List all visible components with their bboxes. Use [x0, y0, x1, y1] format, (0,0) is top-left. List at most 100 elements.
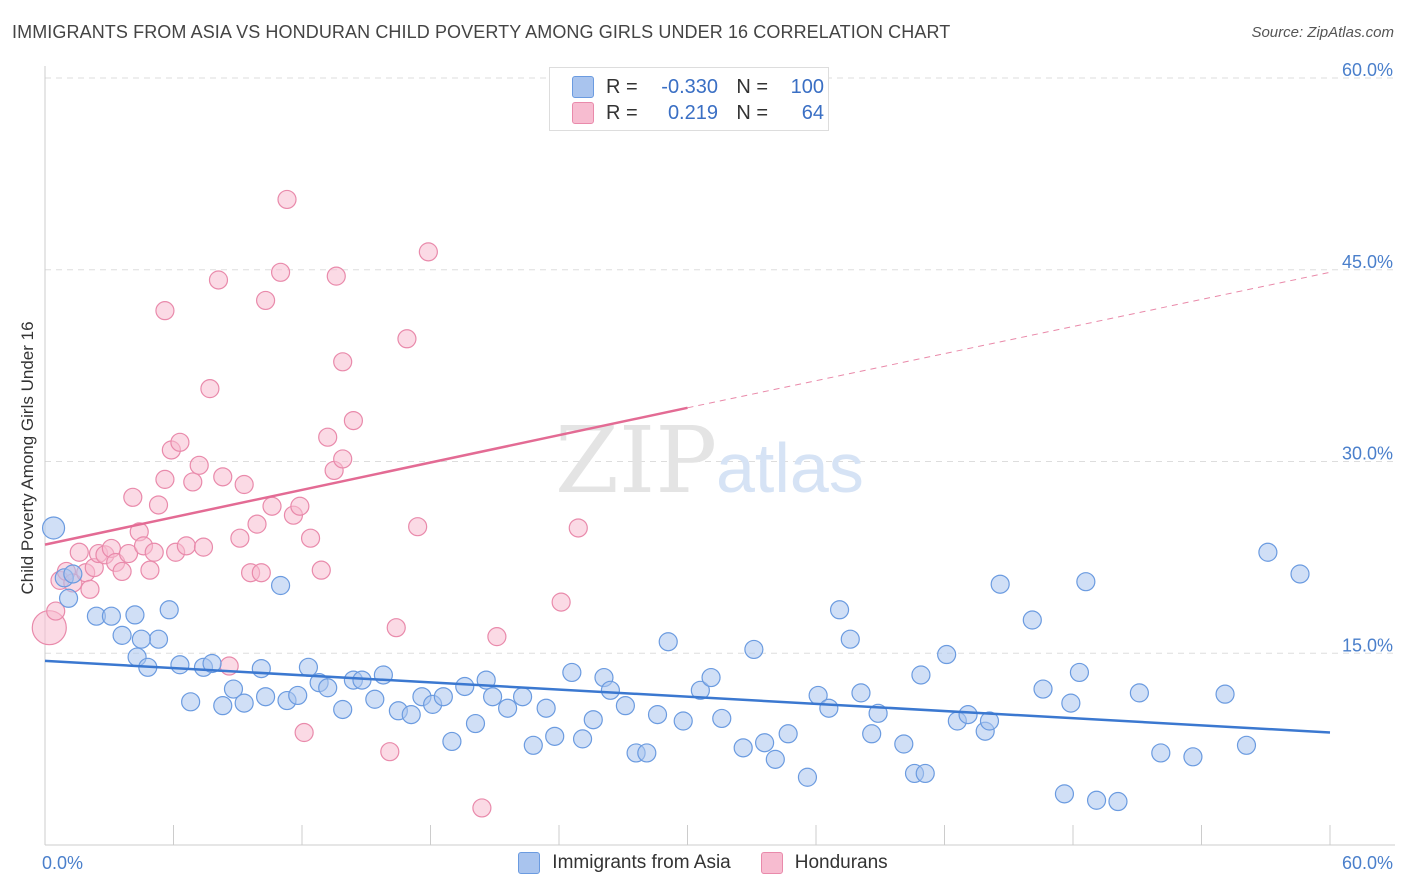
data-point-asia: [1069, 662, 1090, 683]
data-point-asia: [572, 729, 593, 749]
legend-r-value: -0.330: [661, 75, 718, 98]
data-point-asia: [765, 749, 785, 769]
legend-swatch-hondurans: [572, 102, 594, 124]
data-point-asia: [1086, 790, 1107, 810]
y-tick-label: 60.0%: [1342, 60, 1393, 80]
legend-n-value: 100: [790, 75, 824, 98]
data-point-asia: [1129, 683, 1149, 703]
legend-label-asia: Immigrants from Asia: [552, 852, 731, 873]
data-point-asia: [433, 687, 453, 707]
data-point-hondurans: [290, 496, 310, 516]
data-point-asia: [58, 588, 79, 608]
data-point-hondurans: [487, 627, 507, 647]
data-point-asia: [223, 679, 244, 699]
data-point-hondurans: [148, 495, 169, 515]
legend-swatch-asia: [572, 76, 594, 98]
data-point-asia: [1290, 564, 1310, 584]
data-point-asia: [583, 710, 603, 730]
y-tick-label: 15.0%: [1342, 635, 1393, 655]
grid-lines: [45, 77, 1395, 654]
data-point-hondurans: [251, 563, 271, 583]
data-point-hondurans: [140, 560, 160, 580]
data-point-asia: [251, 658, 271, 679]
data-point-hondurans: [326, 266, 346, 286]
x-tick-label: 60.0%: [1342, 853, 1393, 873]
y-tick-label: 45.0%: [1342, 252, 1393, 272]
series-legend: Immigrants from Asia Hondurans: [0, 852, 1406, 874]
data-point-asia: [615, 696, 635, 716]
data-point-hondurans: [123, 487, 143, 507]
data-point-hondurans: [397, 329, 417, 349]
data-point-asia: [862, 724, 882, 744]
data-point-hondurans: [155, 301, 175, 321]
data-point-asia: [658, 632, 678, 652]
data-point-asia: [442, 731, 462, 752]
data-point-asia: [318, 678, 338, 698]
data-point-hondurans: [213, 467, 233, 487]
data-point-asia: [536, 698, 556, 718]
legend-item-asia[interactable]: Immigrants from Asia: [518, 852, 731, 874]
data-point-asia: [733, 738, 753, 758]
data-point-asia: [159, 600, 179, 620]
data-point-asia: [911, 665, 931, 685]
data-point-asia: [990, 574, 1010, 594]
data-point-asia: [498, 698, 518, 718]
data-point-hondurans: [176, 536, 196, 556]
data-point-asia: [1108, 791, 1128, 812]
trend-line-asia: [44, 659, 1331, 734]
x-tick-label: 0.0%: [42, 853, 83, 873]
data-point-hondurans: [472, 798, 492, 818]
data-point-hondurans: [380, 742, 400, 762]
data-point-asia: [690, 680, 710, 700]
data-point-asia: [958, 705, 978, 725]
data-point-hondurans: [270, 262, 291, 282]
legend-row-asia: R = -0.330 N = 100: [572, 75, 824, 99]
legend-swatch-hondurans: [760, 852, 783, 874]
data-point-hondurans: [155, 469, 175, 489]
data-point-hondurans: [255, 290, 276, 311]
data-point-asia: [915, 763, 935, 784]
data-point-asia: [937, 644, 957, 665]
data-point-asia: [1022, 610, 1042, 630]
correlation-legend: R = -0.330 N = 100 R = 0.219 N = 64: [549, 67, 829, 131]
data-point-hondurans: [300, 528, 321, 548]
data-point-asia: [562, 662, 582, 683]
data-point-asia: [288, 685, 308, 706]
data-point-asia: [455, 676, 475, 697]
data-point-asia: [465, 713, 486, 734]
data-point-asia: [1236, 735, 1257, 755]
legend-item-hondurans[interactable]: Hondurans: [760, 852, 888, 874]
legend-n-value: 64: [801, 101, 824, 124]
data-point-hondurans: [262, 496, 282, 516]
data-point-asia: [112, 625, 132, 645]
legend-row-hondurans: R = 0.219 N = 64: [572, 101, 824, 125]
watermark-zip: ZIP: [555, 407, 717, 514]
data-point-hondurans: [208, 270, 229, 290]
data-point-asia: [63, 564, 83, 584]
legend-r-value: 0.219: [667, 101, 718, 124]
data-point-asia: [523, 735, 543, 755]
legend-n-label: N =: [736, 75, 768, 98]
data-point-asia: [979, 711, 1000, 731]
data-point-asia: [270, 575, 291, 596]
data-point-hondurans: [333, 352, 353, 372]
watermark: ZIP atlas: [555, 407, 864, 514]
data-point-asia: [754, 733, 775, 753]
data-point-asia: [365, 689, 385, 709]
data-point-hondurans: [311, 560, 331, 580]
data-point-asia: [1151, 743, 1171, 763]
data-point-hondurans: [551, 592, 571, 612]
data-point-asia: [234, 693, 254, 713]
data-point-hondurans: [189, 455, 209, 475]
data-point-asia: [401, 705, 421, 725]
data-point-hondurans: [318, 427, 338, 447]
data-point-asia: [333, 699, 353, 720]
data-point-asia: [1183, 747, 1203, 767]
data-point-hondurans: [343, 410, 363, 431]
source-label: Source: ZipAtlas.com: [1251, 24, 1394, 41]
data-point-asia: [600, 680, 621, 700]
y-tick-label: 30.0%: [1342, 444, 1393, 464]
data-point-hondurans: [80, 579, 100, 599]
legend-label-hondurans: Hondurans: [794, 852, 888, 873]
